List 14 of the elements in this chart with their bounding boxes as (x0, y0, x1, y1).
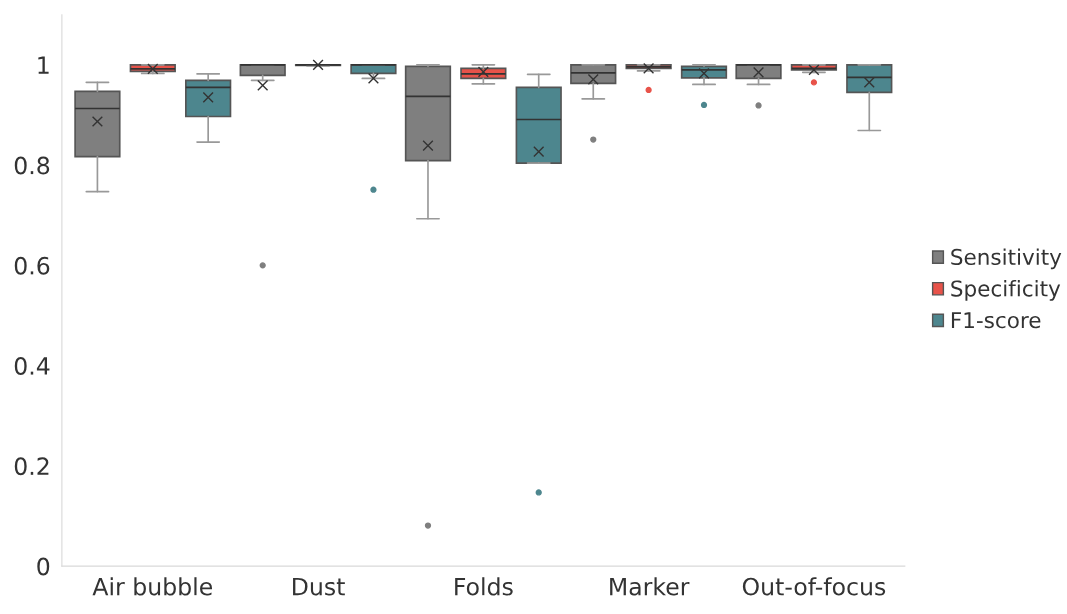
x-tick-label: Folds (455, 577, 513, 596)
y-tick-label: 0.6 (14, 256, 50, 275)
y-tick-label: 0.4 (14, 357, 50, 375)
x-tick-label: Air bubble (92, 577, 212, 596)
x-tick-label: Marker (610, 577, 690, 596)
y-tick-label: 0.8 (14, 156, 50, 175)
legend-label: Sensitivity (951, 248, 1062, 270)
x-tick-label: Out-of-focus (742, 577, 886, 596)
legend-label: F1-score (951, 312, 1041, 329)
y-tick-label: 0 (37, 557, 50, 576)
y-tick-label: 1 (38, 56, 49, 74)
y-tick-label: 0.2 (14, 457, 49, 476)
legend-label: Specificity (951, 280, 1061, 301)
x-tick-label: Dust (293, 577, 345, 596)
